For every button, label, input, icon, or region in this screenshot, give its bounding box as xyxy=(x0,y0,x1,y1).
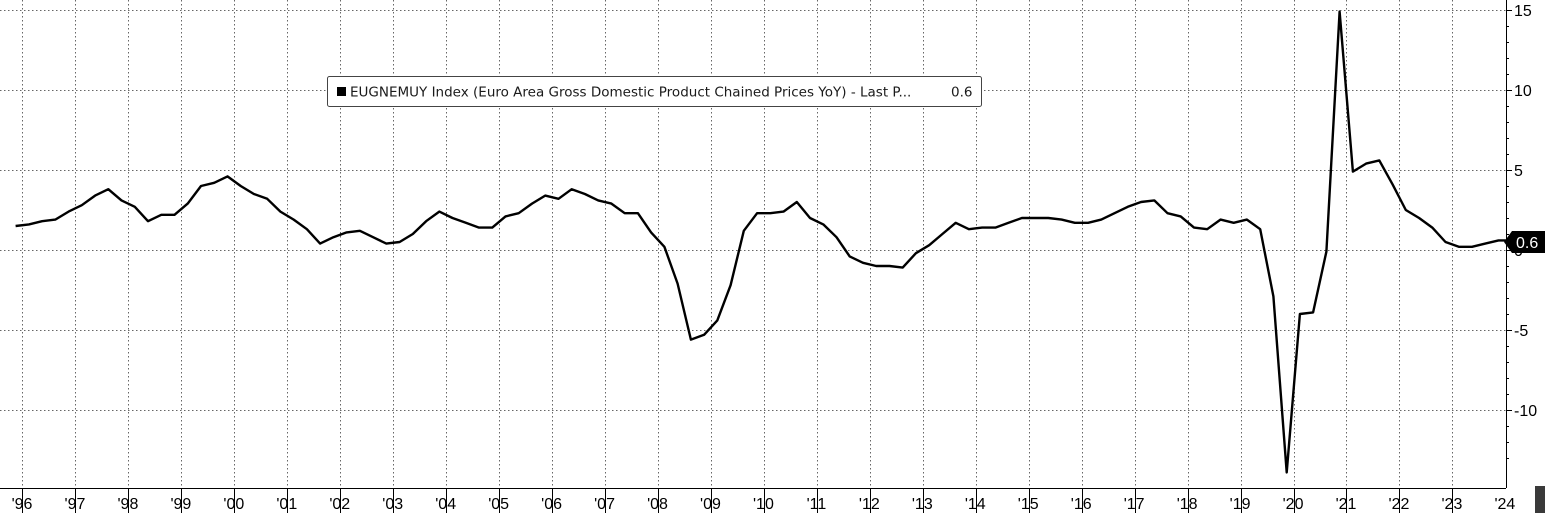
gridlines xyxy=(0,0,1506,488)
x-tick-label: '08 xyxy=(647,496,668,513)
x-axis: '96 '97 '98 '99 '00 '01 '02 '03 '04 '05 '06 '07 '08 '… xyxy=(0,488,1515,513)
last-value-label: 0.6 xyxy=(1516,235,1538,252)
x-tick-label: '98 xyxy=(117,496,138,513)
x-tick-label: '18 xyxy=(1177,496,1198,513)
last-value-tag-shape xyxy=(1504,231,1545,253)
legend[interactable]: EUGNEMUY Index (Euro Area Gross Domestic… xyxy=(327,76,982,107)
legend-label: EUGNEMUY Index (Euro Area Gross Domestic… xyxy=(350,85,911,101)
x-tick-label: '13 xyxy=(912,496,933,513)
x-tick-label: '22 xyxy=(1389,496,1410,513)
x-tick-label: '04 xyxy=(435,496,456,513)
x-tick-label: '96 xyxy=(12,496,33,513)
x-tick-label: '11 xyxy=(807,496,827,513)
legend-value: 0.6 xyxy=(951,85,972,101)
x-tick-label: '07 xyxy=(594,496,615,513)
x-tick-label: '20 xyxy=(1283,496,1304,513)
x-tick-label: '01 xyxy=(276,496,297,513)
x-tick-label: '99 xyxy=(170,496,191,513)
x-tick-label: '05 xyxy=(488,496,509,513)
last-value-tag: 0.6 xyxy=(1504,231,1545,253)
x-tick-label: '97 xyxy=(65,496,86,513)
y-tick-label: -5 xyxy=(1514,323,1528,340)
legend-swatch-icon xyxy=(337,87,346,96)
x-tick-label: '23 xyxy=(1441,496,1462,513)
series-layer xyxy=(15,10,1512,474)
x-tick-label: '10 xyxy=(753,496,774,513)
y-tick-label: 10 xyxy=(1514,83,1532,100)
x-tick-label: '21 xyxy=(1336,496,1357,513)
x-tick-label: '03 xyxy=(382,496,403,513)
legend-box xyxy=(327,76,982,107)
x-tick-label: '12 xyxy=(859,496,880,513)
x-tick-label: '00 xyxy=(223,496,244,513)
x-tick-label: '17 xyxy=(1124,496,1145,513)
series-line xyxy=(15,10,1512,474)
x-tick-label: '02 xyxy=(329,496,350,513)
x-tick-label: '09 xyxy=(700,496,721,513)
x-tick-label: '15 xyxy=(1018,496,1039,513)
y-tick-label: 5 xyxy=(1514,163,1523,180)
x-tick-label: '24 xyxy=(1494,496,1515,513)
x-tick-label: '06 xyxy=(541,496,562,513)
x-tick-label: '16 xyxy=(1071,496,1092,513)
x-tick-label: '19 xyxy=(1230,496,1251,513)
corner-button[interactable] xyxy=(1535,486,1545,513)
y-tick-label: 15 xyxy=(1514,3,1532,20)
corner-icon xyxy=(1535,486,1545,513)
y-tick-label: -10 xyxy=(1514,403,1537,420)
x-tick-label: '14 xyxy=(965,496,986,513)
